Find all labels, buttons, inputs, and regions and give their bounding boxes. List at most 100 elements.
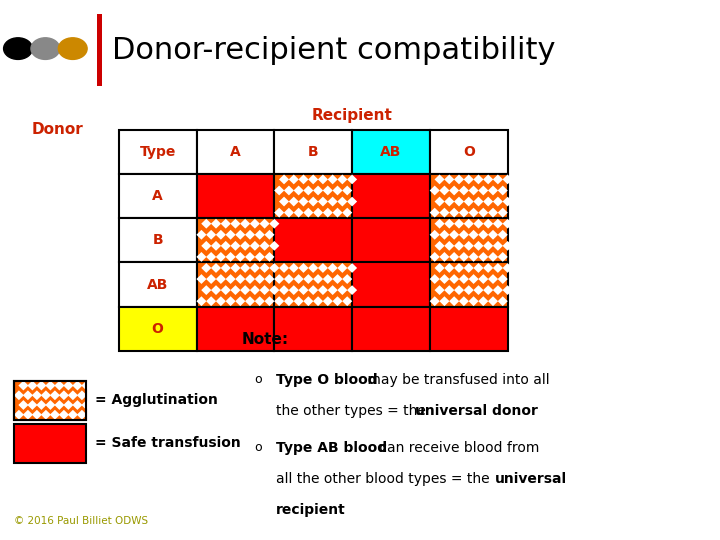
Polygon shape [483, 219, 493, 228]
Text: AB: AB [380, 145, 402, 159]
Polygon shape [220, 263, 230, 273]
Polygon shape [201, 241, 212, 251]
Polygon shape [245, 230, 255, 240]
Polygon shape [469, 296, 479, 306]
Polygon shape [328, 285, 338, 295]
Polygon shape [454, 197, 464, 206]
Polygon shape [323, 208, 333, 218]
Text: Type: Type [140, 145, 176, 159]
Polygon shape [216, 252, 226, 262]
Bar [274, 174, 352, 218]
Polygon shape [274, 186, 284, 195]
Polygon shape [444, 174, 454, 184]
Polygon shape [483, 241, 493, 251]
Polygon shape [483, 263, 493, 273]
Bar [430, 218, 508, 262]
Polygon shape [430, 230, 440, 240]
Polygon shape [492, 241, 503, 251]
Text: = Safe transfusion: = Safe transfusion [95, 436, 240, 450]
Text: Note:: Note: [241, 332, 288, 347]
Polygon shape [318, 174, 328, 184]
Polygon shape [41, 410, 51, 420]
Bar [352, 307, 430, 351]
Polygon shape [498, 296, 508, 306]
Polygon shape [299, 285, 308, 295]
Polygon shape [23, 410, 33, 420]
Polygon shape [81, 400, 91, 410]
Polygon shape [235, 252, 246, 262]
Polygon shape [289, 197, 299, 206]
Polygon shape [279, 285, 289, 295]
Polygon shape [211, 219, 221, 228]
Polygon shape [478, 230, 488, 240]
Polygon shape [299, 197, 308, 206]
Polygon shape [264, 274, 274, 284]
Polygon shape [439, 186, 449, 195]
Polygon shape [347, 263, 357, 273]
Polygon shape [347, 197, 357, 206]
Polygon shape [328, 174, 338, 184]
Polygon shape [337, 174, 347, 184]
Polygon shape [211, 263, 221, 273]
Text: Type O blood: Type O blood [276, 373, 377, 387]
Polygon shape [245, 296, 255, 306]
Polygon shape [464, 219, 474, 228]
Polygon shape [250, 219, 260, 228]
Polygon shape [206, 252, 216, 262]
Polygon shape [469, 252, 479, 262]
Text: universal donor: universal donor [415, 404, 539, 418]
Text: universal: universal [495, 472, 567, 486]
Polygon shape [294, 186, 304, 195]
Polygon shape [68, 390, 78, 400]
Polygon shape [260, 263, 269, 273]
Polygon shape [255, 274, 265, 284]
Polygon shape [439, 296, 449, 306]
Polygon shape [337, 197, 347, 206]
Polygon shape [313, 208, 323, 218]
Polygon shape [459, 208, 469, 218]
Polygon shape [36, 400, 46, 410]
Polygon shape [269, 285, 279, 295]
Polygon shape [41, 390, 51, 400]
Polygon shape [245, 274, 255, 284]
Bar [430, 307, 508, 351]
Polygon shape [464, 263, 474, 273]
Polygon shape [444, 285, 454, 295]
Polygon shape [299, 263, 308, 273]
Polygon shape [59, 390, 69, 400]
Polygon shape [313, 186, 323, 195]
Polygon shape [206, 230, 216, 240]
Bar [97, 14, 102, 86]
Text: o: o [254, 373, 262, 386]
Text: the other types = the: the other types = the [276, 404, 430, 418]
Polygon shape [197, 274, 207, 284]
Circle shape [58, 38, 87, 59]
Polygon shape [225, 230, 235, 240]
Polygon shape [469, 186, 479, 195]
Polygon shape [449, 208, 459, 218]
Polygon shape [454, 285, 464, 295]
Polygon shape [19, 400, 29, 410]
Polygon shape [430, 296, 440, 306]
Bar [119, 218, 197, 262]
Polygon shape [55, 400, 65, 410]
Bar [430, 262, 508, 307]
Polygon shape [289, 263, 299, 273]
Polygon shape [274, 296, 284, 306]
Polygon shape [464, 197, 474, 206]
Polygon shape [333, 208, 343, 218]
Polygon shape [342, 296, 352, 306]
Polygon shape [469, 274, 479, 284]
Text: may be transfused into all: may be transfused into all [363, 373, 549, 387]
Polygon shape [250, 241, 260, 251]
Bar [197, 307, 274, 351]
Polygon shape [478, 274, 488, 284]
Bar [430, 130, 508, 174]
Polygon shape [63, 381, 73, 390]
Text: Donor-recipient compatibility: Donor-recipient compatibility [112, 36, 555, 65]
Polygon shape [216, 296, 226, 306]
Polygon shape [459, 252, 469, 262]
Polygon shape [459, 230, 469, 240]
Polygon shape [503, 241, 513, 251]
Text: O: O [152, 322, 163, 336]
